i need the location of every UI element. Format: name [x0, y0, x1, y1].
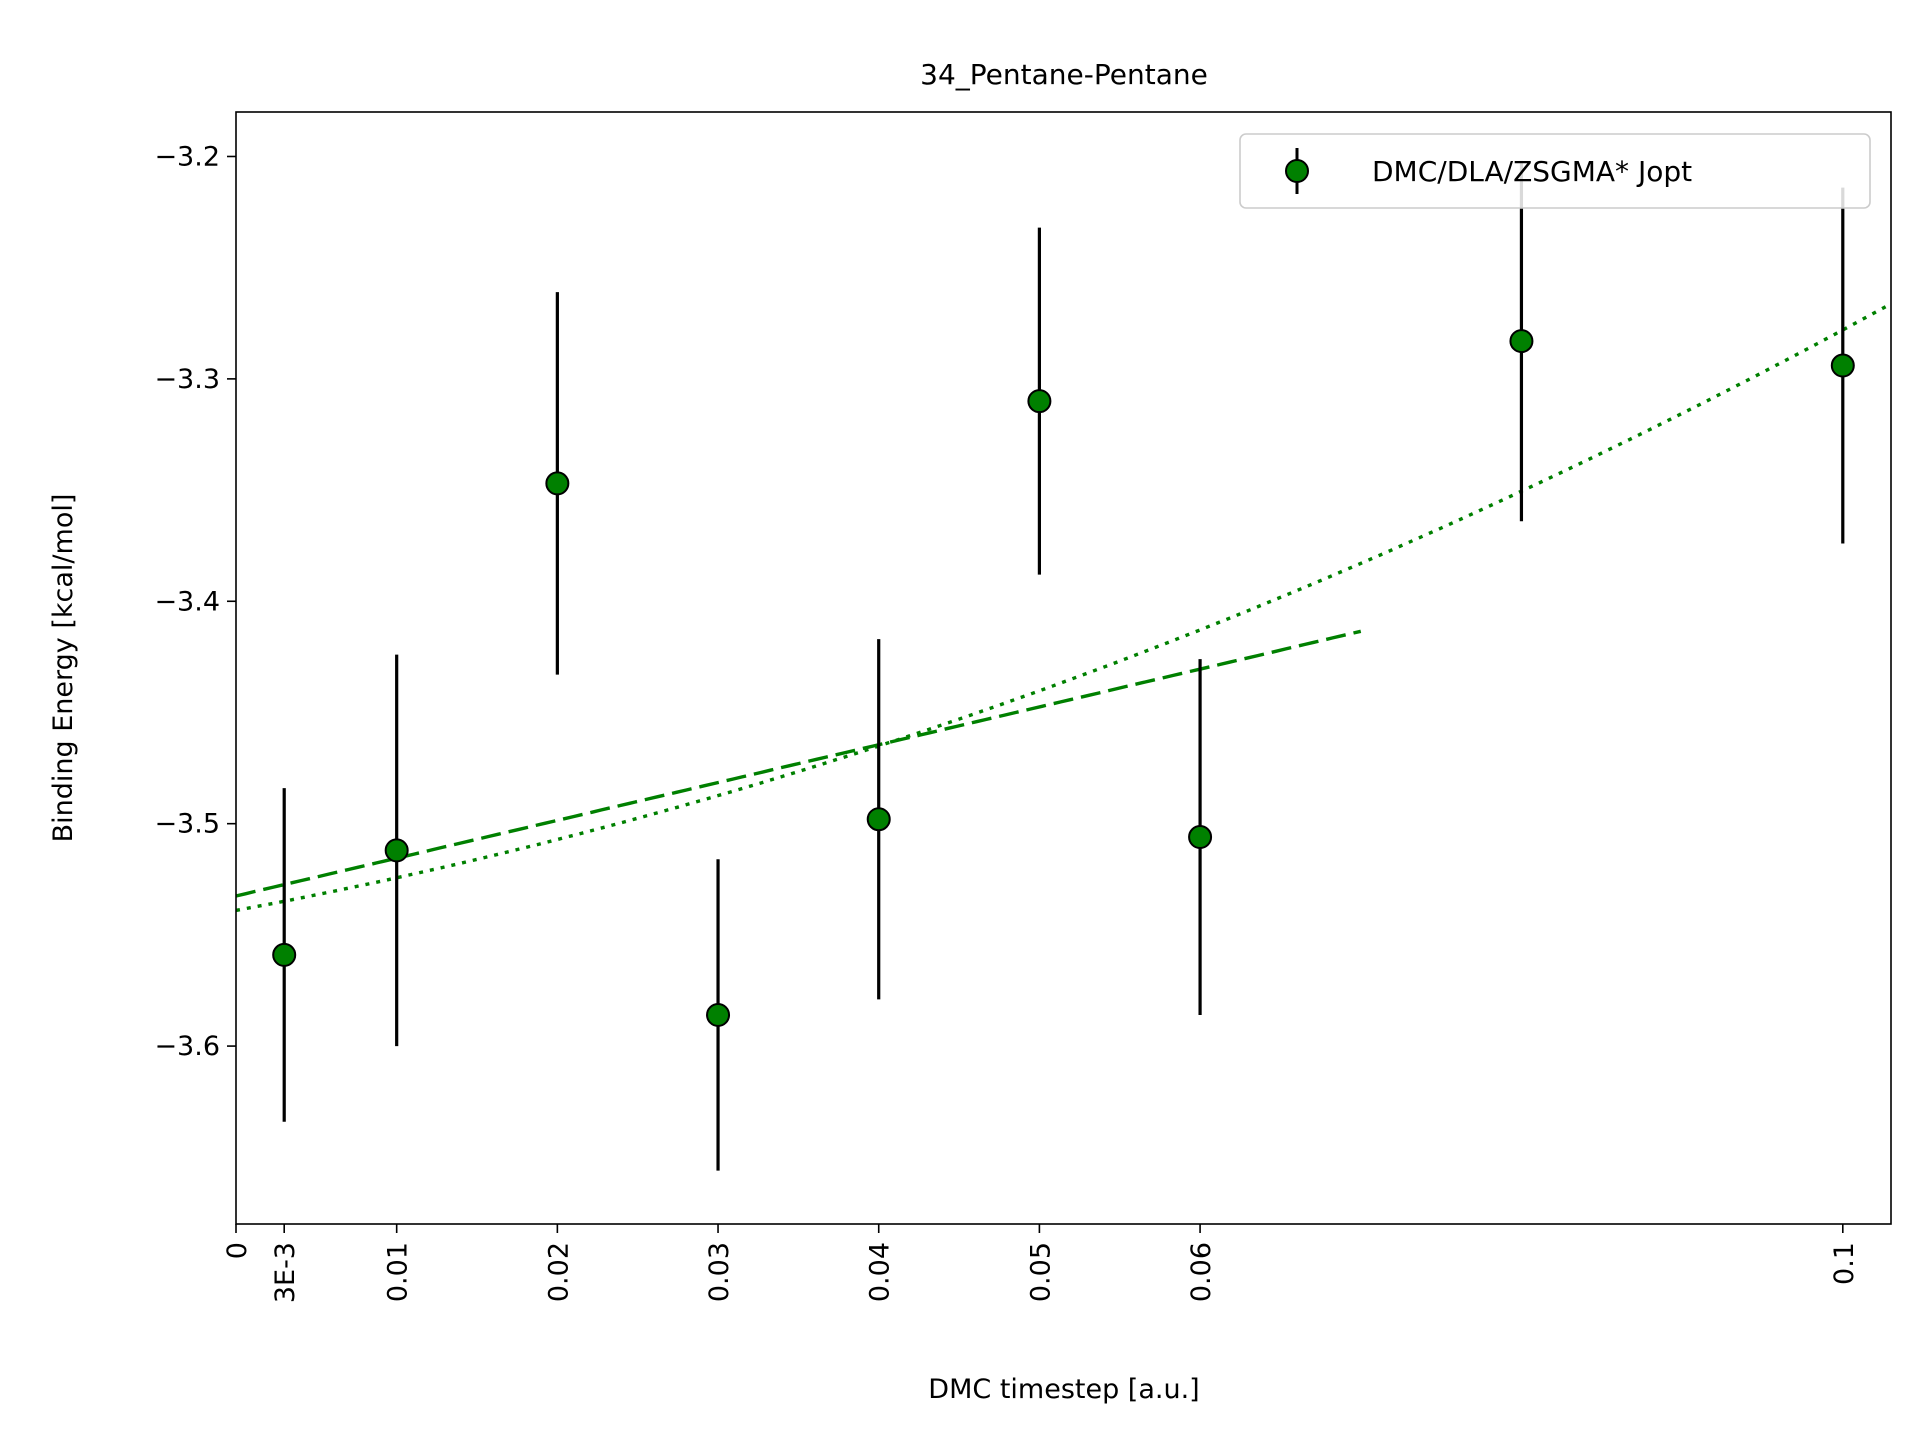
y-axis-label: Binding Energy [kcal/mol] [48, 494, 79, 843]
x-axis-label: DMC timestep [a.u.] [928, 1374, 1199, 1405]
x-tick-label-2: 0.01 [383, 1242, 414, 1302]
data-point-8 [1830, 353, 1855, 378]
data-point-4 [866, 807, 891, 832]
y-tick-label-3: −3.5 [154, 809, 220, 840]
fit-line-linear [236, 629, 1362, 898]
x-tick-label-4: 0.03 [704, 1242, 735, 1302]
y-tick-label-0: −3.2 [154, 141, 220, 172]
x-axis-ticks: 0 3E-3 0.01 0.02 0.03 0.04 0.05 0.06 0.1 [222, 1224, 1860, 1303]
y-axis-ticks: −3.2 −3.3 −3.4 −3.5 −3.6 [154, 141, 236, 1062]
plot-content [236, 160, 1891, 1171]
x-tick-label-5: 0.04 [865, 1242, 896, 1302]
data-point-7 [1509, 329, 1534, 354]
legend-marker [1285, 159, 1309, 183]
y-tick-label-1: −3.3 [154, 364, 220, 395]
data-point-2 [545, 471, 570, 496]
plot-frame [235, 111, 1892, 1225]
x-tick-label-0: 0 [222, 1242, 253, 1259]
x-tick-label-1: 3E-3 [270, 1242, 301, 1303]
data-point-0 [272, 942, 297, 967]
chart-title: 34_Pentane-Pentane [920, 58, 1208, 91]
y-tick-label-2: −3.4 [154, 586, 220, 617]
legend-frame [1239, 133, 1871, 209]
x-tick-label-6: 0.05 [1025, 1242, 1056, 1302]
data-point-3 [706, 1002, 731, 1027]
x-tick-label-3: 0.02 [543, 1242, 574, 1302]
x-tick-label-7: 0.06 [1186, 1242, 1217, 1302]
legend: DMC/DLA/ZSGMA* Jopt [1239, 133, 1871, 209]
data-point-1 [384, 838, 409, 863]
plot-area [236, 160, 1891, 1171]
y-tick-label-4: −3.6 [154, 1031, 220, 1062]
fit-line-quadratic [236, 302, 1891, 913]
x-tick-label-8: 0.1 [1829, 1242, 1860, 1285]
data-point-6 [1188, 825, 1213, 850]
legend-label: DMC/DLA/ZSGMA* Jopt [1372, 155, 1692, 188]
data-point-5 [1027, 389, 1052, 414]
